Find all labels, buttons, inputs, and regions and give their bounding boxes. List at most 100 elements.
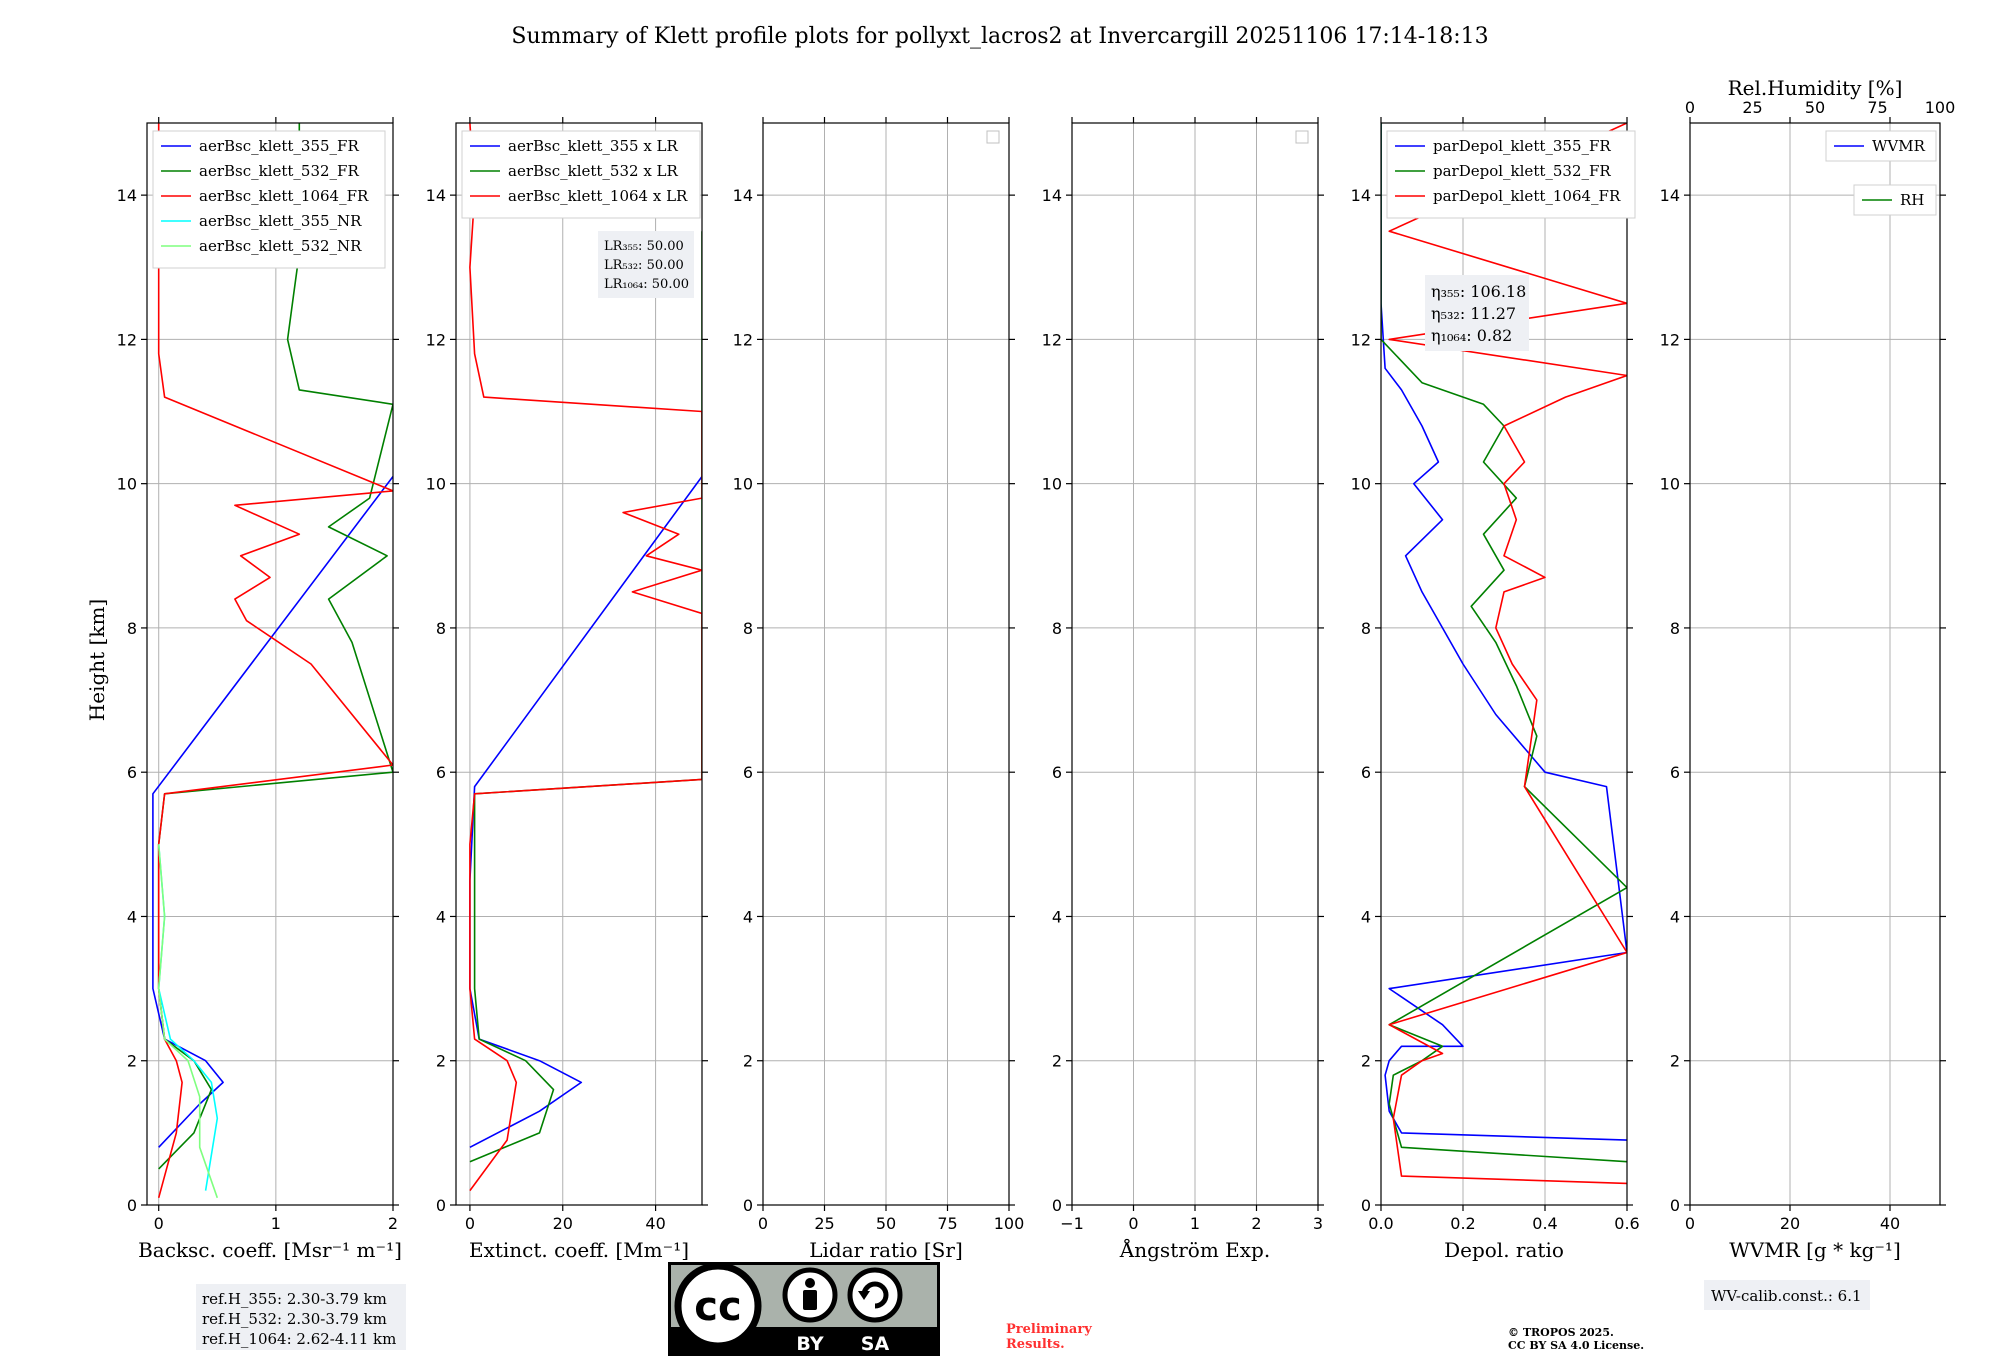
annotation-text: LR₅₃₂: 50.00 bbox=[604, 258, 684, 273]
panel-3: 0 25 50 75 100 0 2 4 6 8 10 12 14 Lidar ratio [Sr] bbox=[733, 117, 1024, 1262]
legend-label: WVMR bbox=[1872, 137, 1926, 155]
y-tick-label: 0 bbox=[127, 1196, 137, 1215]
y-tick-label: 10 bbox=[1660, 475, 1680, 494]
legend-box bbox=[461, 130, 701, 219]
y-tick-label: 0 bbox=[743, 1196, 753, 1215]
y-tick-label: 0 bbox=[1670, 1196, 1680, 1215]
series-group bbox=[469, 123, 702, 1192]
y-tick-label: 0 bbox=[1052, 1196, 1062, 1215]
y-tick-label: 10 bbox=[426, 475, 446, 494]
y-tick-label: 6 bbox=[743, 763, 753, 782]
series-aerBsc_klett_1064_FR bbox=[157, 123, 393, 1199]
y-tick-label: 4 bbox=[1361, 907, 1371, 926]
cc-sa-label: SA bbox=[861, 1333, 890, 1355]
legend-label: aerBsc_klett_355_FR bbox=[199, 137, 359, 155]
y-tick-label: 6 bbox=[127, 763, 137, 782]
y-tick-label: 12 bbox=[117, 330, 137, 349]
x-tick-label: 0 bbox=[154, 1214, 164, 1233]
x-tick-label: 20 bbox=[1780, 1214, 1800, 1233]
y-tick-label: 4 bbox=[1052, 907, 1062, 926]
y-tick-label: 6 bbox=[436, 763, 446, 782]
copyright-line-1: © TROPOS 2025. bbox=[1508, 1326, 1614, 1339]
legend-label: aerBsc_klett_1064_FR bbox=[199, 187, 369, 205]
ref-h-532: ref.H_532: 2.30-3.79 km bbox=[202, 1310, 387, 1328]
y-tick-label: 0 bbox=[436, 1196, 446, 1215]
empty-legend-icon bbox=[1295, 130, 1309, 144]
cc-by-label: BY bbox=[796, 1333, 823, 1355]
wv-calib-box: WV-calib.const.: 6.1 bbox=[1704, 1280, 1870, 1310]
legend-label: parDepol_klett_355_FR bbox=[1433, 137, 1611, 155]
legend-label: aerBsc_klett_532 x LR bbox=[508, 162, 679, 180]
x-axis-label: Lidar ratio [Sr] bbox=[809, 1238, 963, 1262]
preliminary-label: Preliminary bbox=[1006, 1322, 1092, 1337]
wv-calib-text: WV-calib.const.: 6.1 bbox=[1711, 1287, 1862, 1305]
reference-height-box: ref.H_355: 2.30-3.79 km ref.H_532: 2.30-… bbox=[196, 1284, 406, 1350]
series-aerBsc_klett_355 x LR bbox=[469, 476, 702, 1149]
annotation-box bbox=[1425, 275, 1529, 351]
x-tick-label: 0.6 bbox=[1614, 1214, 1639, 1233]
y-tick-label: 10 bbox=[117, 475, 137, 494]
x-tick-label: 2 bbox=[1251, 1214, 1261, 1233]
y-tick-label: 12 bbox=[1660, 330, 1680, 349]
series-parDepol_klett_1064_FR bbox=[1388, 123, 1627, 1185]
panel-frame bbox=[762, 122, 1010, 1206]
annotation-text: η₁₀₆₄: 0.82 bbox=[1431, 326, 1512, 345]
y-tick-label: 2 bbox=[1361, 1052, 1371, 1071]
legend-box bbox=[152, 130, 386, 269]
panel-frame bbox=[1071, 122, 1319, 1206]
results-label: Results. bbox=[1006, 1337, 1065, 1352]
y-tick-label: 8 bbox=[127, 619, 137, 638]
y-tick-label: 4 bbox=[127, 907, 137, 926]
series-group bbox=[152, 123, 393, 1199]
y-tick-label: 10 bbox=[1351, 475, 1371, 494]
series-aerBsc_klett_532_FR bbox=[157, 123, 393, 1170]
x-tick-label: 1 bbox=[1190, 1214, 1200, 1233]
panel-2: 0 20 40 0 2 4 6 8 10 12 14 Extinct. coeff. [Mm⁻¹] ae… bbox=[426, 117, 708, 1262]
ref-h-355: ref.H_355: 2.30-3.79 km bbox=[202, 1290, 387, 1308]
y-tick-label: 0 bbox=[1361, 1196, 1371, 1215]
annotation-text: LR₃₅₅: 50.00 bbox=[604, 239, 684, 254]
y-tick-label: 4 bbox=[1670, 907, 1680, 926]
y-tick-label: 6 bbox=[1361, 763, 1371, 782]
x-axis-label: WVMR [g * kg⁻¹] bbox=[1729, 1238, 1901, 1262]
x-tick-label: 0.0 bbox=[1368, 1214, 1393, 1233]
x2-axis-label: Rel.Humidity [%] bbox=[1728, 76, 1903, 100]
y-tick-label: 2 bbox=[1670, 1052, 1680, 1071]
x-tick-label: 40 bbox=[1880, 1214, 1900, 1233]
y-tick-label: 2 bbox=[436, 1052, 446, 1071]
y-tick-label: 2 bbox=[743, 1052, 753, 1071]
x-tick-label: 0 bbox=[1128, 1214, 1138, 1233]
y-tick-label: 10 bbox=[1042, 475, 1062, 494]
x-axis-label: Extinct. coeff. [Mm⁻¹] bbox=[469, 1238, 689, 1262]
y-tick-label: 4 bbox=[436, 907, 446, 926]
y-tick-label: 2 bbox=[1052, 1052, 1062, 1071]
y-tick-label: 12 bbox=[1042, 330, 1062, 349]
series-aerBsc_klett_1064 x LR bbox=[469, 123, 702, 1192]
x-axis-label: Depol. ratio bbox=[1444, 1238, 1564, 1262]
panel-frame bbox=[1380, 122, 1628, 1206]
series-group bbox=[1381, 123, 1627, 1185]
y-tick-label: 8 bbox=[743, 619, 753, 638]
x-tick-label: 0 bbox=[465, 1214, 475, 1233]
x-tick-label: 0 bbox=[1685, 1214, 1695, 1233]
x-tick-label: 3 bbox=[1313, 1214, 1323, 1233]
panel-frame bbox=[1689, 122, 1941, 1206]
x-tick-label: 50 bbox=[876, 1214, 896, 1233]
legend-label: aerBsc_klett_355 x LR bbox=[508, 137, 679, 155]
x2-tick-label: 100 bbox=[1925, 98, 1956, 117]
x-tick-label: 40 bbox=[645, 1214, 665, 1233]
x2-tick-label: 75 bbox=[1867, 98, 1887, 117]
x-tick-label: 2 bbox=[388, 1214, 398, 1233]
sa-share-alike-icon bbox=[847, 1267, 903, 1323]
annotation-box bbox=[598, 231, 694, 298]
legend-label: aerBsc_klett_532_FR bbox=[199, 162, 359, 180]
x2-tick-label: 25 bbox=[1742, 98, 1762, 117]
cc-license-badge: cc BY SA bbox=[668, 1262, 940, 1356]
y-tick-label: 14 bbox=[733, 186, 753, 205]
x-tick-label: 25 bbox=[814, 1214, 834, 1233]
panel-6: 0 20 40 0 2 4 6 8 10 12 14 0 25 50 75 100 Rel.Humidity [… bbox=[1660, 76, 1956, 1262]
y-tick-label: 8 bbox=[1670, 619, 1680, 638]
y-tick-label: 14 bbox=[117, 186, 137, 205]
y-tick-label: 2 bbox=[127, 1052, 137, 1071]
cc-logo-text: cc bbox=[694, 1284, 741, 1330]
